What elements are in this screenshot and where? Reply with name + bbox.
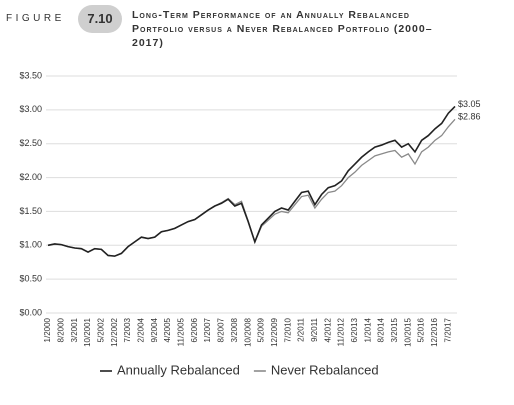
line-series xyxy=(47,105,456,257)
value-label: $2.86 xyxy=(458,112,481,122)
y-tick-label: $2.00 xyxy=(19,172,42,182)
y-tick-label: $1.50 xyxy=(19,206,42,216)
x-tick-label: 10/2001 xyxy=(83,317,92,346)
figure-number: 7.10 xyxy=(78,5,122,33)
x-tick-label: 5/2016 xyxy=(417,317,426,342)
x-tick-label: 8/2014 xyxy=(377,317,386,342)
x-tick-label: 1/2014 xyxy=(363,317,372,342)
x-tick-label: 1/2007 xyxy=(203,317,212,342)
x-tick-label: 5/2002 xyxy=(96,317,105,342)
x-tick-label: 7/2017 xyxy=(443,317,452,342)
x-tick-label: 1/2000 xyxy=(43,317,52,342)
y-tick-label: $0.50 xyxy=(19,274,42,284)
x-tick-label: 2/2011 xyxy=(297,317,306,341)
legend-label: Never Rebalanced xyxy=(271,362,379,377)
y-tick-label: $2.50 xyxy=(19,138,42,148)
y-tick-label: $1.00 xyxy=(19,240,42,250)
x-tick-label: 3/2015 xyxy=(390,317,399,342)
legend-label: Annually Rebalanced xyxy=(117,362,240,377)
x-tick-label: 3/2001 xyxy=(70,317,79,342)
x-tick-label: 6/2006 xyxy=(190,317,199,342)
x-tick-label: 6/2013 xyxy=(350,317,359,342)
y-tick-label: $3.00 xyxy=(19,104,42,114)
x-tick-label: 11/2012 xyxy=(337,317,346,346)
x-tick-label: 8/2000 xyxy=(56,317,65,342)
x-tick-label: 5/2009 xyxy=(257,317,266,342)
x-tick-label: 4/2012 xyxy=(323,317,332,342)
y-tick-label: $0.00 xyxy=(19,307,42,317)
x-tick-label: 10/2008 xyxy=(243,317,252,346)
x-tick-label: 7/2003 xyxy=(123,317,132,342)
x-tick-label: 12/2016 xyxy=(430,317,439,346)
figure-word: FIGURE xyxy=(6,13,65,24)
x-tick-label: 12/2002 xyxy=(110,317,119,346)
x-tick-label: 10/2015 xyxy=(403,317,412,346)
x-tick-label: 9/2011 xyxy=(310,317,319,341)
x-tick-label: 12/2009 xyxy=(270,317,279,346)
x-tick-label: 3/2008 xyxy=(230,317,239,342)
chart-title: Long-Term Performance of an Annually Reb… xyxy=(132,9,433,49)
x-tick-label: 4/2005 xyxy=(163,317,172,342)
y-tick-label: $3.50 xyxy=(19,70,42,80)
x-tick-label: 2/2004 xyxy=(137,317,146,342)
x-tick-label: 9/2004 xyxy=(150,317,159,342)
x-tick-label: 11/2005 xyxy=(177,317,186,346)
x-tick-label: 7/2010 xyxy=(283,317,292,342)
value-label: $3.05 xyxy=(458,99,481,109)
x-tick-label: 8/2007 xyxy=(217,317,226,342)
